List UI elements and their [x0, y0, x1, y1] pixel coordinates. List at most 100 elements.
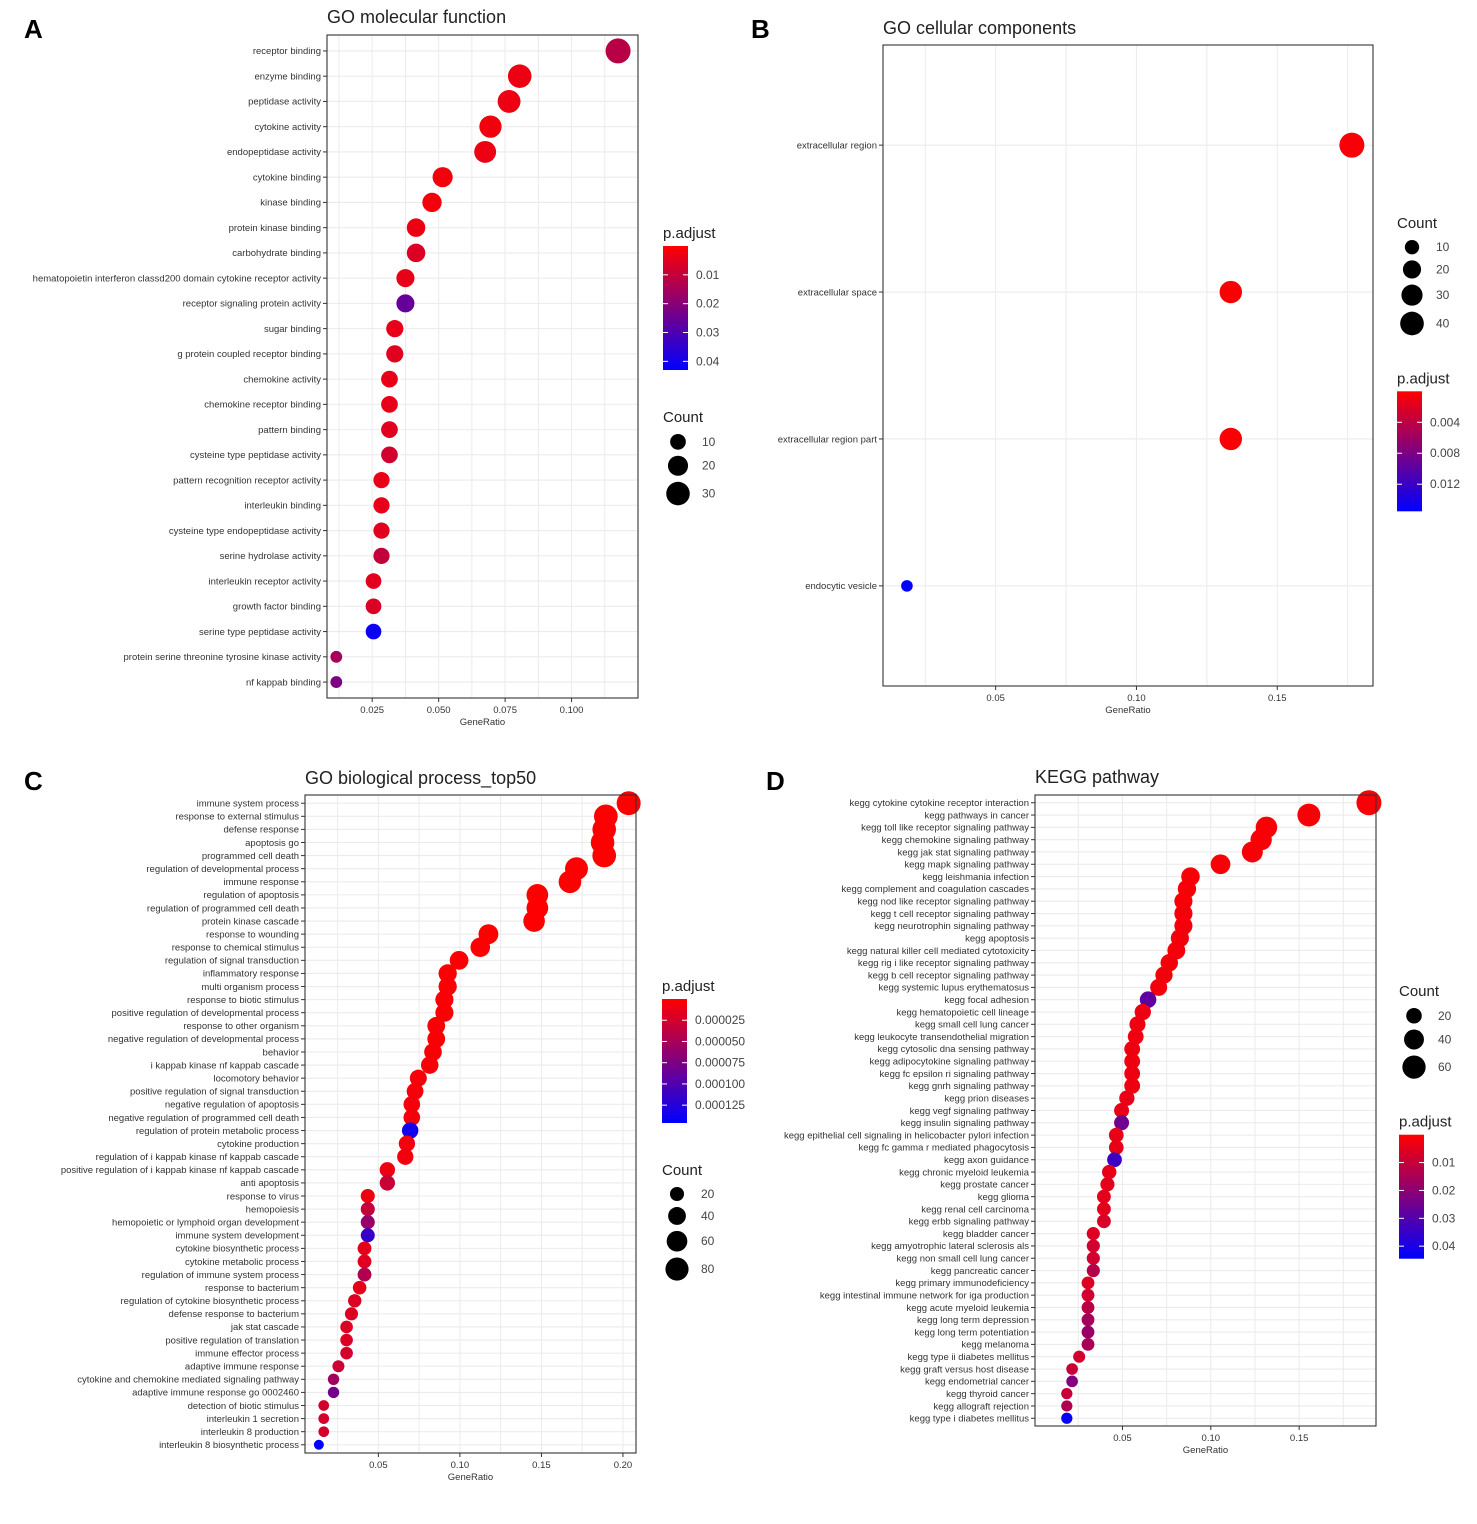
data-point [1081, 1276, 1095, 1290]
data-point [357, 1254, 372, 1269]
x-tick-label: 0.075 [493, 705, 517, 716]
data-point [1061, 1400, 1073, 1412]
category-label: g protein coupled receptor binding [177, 349, 321, 360]
size-legend-dot [665, 1257, 689, 1281]
category-label: negative regulation of programmed cell d… [108, 1113, 299, 1124]
data-point [360, 1228, 375, 1243]
size-legend-label: 80 [701, 1262, 715, 1276]
data-point [386, 320, 404, 338]
category-label: kegg small cell lung cancer [915, 1020, 1029, 1031]
data-point [373, 522, 390, 539]
color-tick-label: 0.004 [1430, 415, 1460, 429]
color-tick-label: 0.008 [1430, 446, 1460, 460]
color-tick-label: 0.000025 [695, 1013, 745, 1027]
data-point [360, 1188, 375, 1204]
data-point [1210, 854, 1231, 875]
category-label: response to bacterium [205, 1283, 299, 1294]
size-legend-dot [666, 481, 690, 506]
size-legend-label: 20 [1436, 262, 1450, 276]
data-point [406, 243, 426, 263]
plot-area [305, 795, 636, 1453]
panel-letter-a: A [24, 14, 43, 44]
category-label: kegg axon guidance [944, 1155, 1029, 1166]
size-legend-title: Count [663, 409, 704, 426]
size-legend-title: Count [662, 1162, 703, 1179]
category-label: kegg amyotrophic lateral sclerosis als [871, 1241, 1029, 1252]
data-point [1086, 1227, 1100, 1241]
color-tick-label: 0.012 [1430, 477, 1460, 491]
data-point [1061, 1388, 1073, 1400]
x-tick-label: 0.15 [532, 1460, 551, 1471]
data-point [1150, 978, 1168, 996]
data-point [352, 1280, 367, 1295]
color-tick-label: 0.01 [1432, 1156, 1456, 1170]
category-label: positive regulation of signal transducti… [130, 1087, 299, 1098]
data-point [1129, 1016, 1146, 1033]
data-point [558, 870, 582, 894]
data-point [1101, 1164, 1117, 1180]
x-axis-label: GeneRatio [460, 717, 505, 728]
data-point [605, 38, 631, 64]
category-label: jak stat cascade [230, 1322, 299, 1333]
category-label: kegg melanoma [961, 1340, 1029, 1351]
category-label: regulation of signal transduction [165, 956, 299, 967]
x-tick-label: 0.10 [1127, 693, 1146, 704]
category-label: kegg gnrh signaling pathway [909, 1081, 1030, 1092]
category-label: cysteine type peptidase activity [190, 450, 321, 461]
category-label: response to external stimulus [175, 812, 299, 823]
category-label: kegg prostate cancer [940, 1180, 1029, 1191]
category-label: defense response to bacterium [169, 1309, 300, 1320]
size-legend-label: 20 [702, 459, 716, 473]
color-legend-title: p.adjust [663, 225, 716, 242]
category-label: kegg glioma [978, 1192, 1030, 1203]
category-label: kegg renal cell carcinoma [921, 1204, 1029, 1215]
category-label: receptor binding [253, 46, 321, 57]
data-point [420, 1056, 439, 1074]
category-label: kegg long term depression [917, 1315, 1029, 1326]
category-label: kegg allograft rejection [933, 1401, 1029, 1412]
data-point [1356, 790, 1382, 816]
data-point [1096, 1214, 1111, 1229]
x-tick-label: 0.10 [451, 1460, 470, 1471]
data-point [409, 1069, 427, 1087]
panel-letter-b: B [751, 14, 770, 44]
go-molecular-function-chart: GO molecular function 0.025 0.050 0.075 0.10… [33, 7, 720, 728]
data-point [381, 370, 398, 388]
category-label: regulation of apoptosis [203, 890, 299, 901]
category-label: enzyme binding [254, 71, 321, 82]
panel-letter-d: D [766, 766, 785, 796]
category-label: kegg intestinal immune network for iga p… [820, 1290, 1029, 1301]
data-point [438, 964, 457, 983]
data-point [1124, 1053, 1141, 1070]
color-bar [662, 999, 687, 1123]
data-point [1119, 1090, 1135, 1106]
category-label: kegg acute myeloid leukemia [906, 1303, 1029, 1314]
data-point [313, 1439, 324, 1450]
data-point [1086, 1263, 1100, 1278]
data-point [435, 1003, 454, 1022]
color-tick-label: 0.000050 [695, 1034, 745, 1048]
category-label: cysteine type endopeptidase activity [169, 526, 321, 537]
category-label: kegg insulin signaling pathway [901, 1118, 1030, 1129]
category-label: detection of biotic stimulus [188, 1401, 300, 1412]
category-label: kegg bladder cancer [943, 1229, 1029, 1240]
category-label: kegg leukocyte transendothelial migratio… [854, 1032, 1029, 1043]
x-tick-label: 0.20 [614, 1460, 633, 1471]
color-bar [1399, 1134, 1424, 1259]
category-label: regulation of protein metabolic process [136, 1126, 299, 1137]
size-legend-dot [667, 455, 689, 476]
category-label: immune system process [197, 799, 300, 810]
category-label: positive regulation of developmental pro… [112, 1008, 300, 1019]
color-legend-title: p.adjust [1397, 370, 1450, 387]
data-point [397, 1148, 414, 1165]
data-point [340, 1320, 353, 1334]
category-label: kegg mapk signaling pathway [904, 860, 1029, 871]
x-axis-label: GeneRatio [448, 1472, 493, 1483]
data-point [365, 573, 382, 589]
data-point [616, 791, 641, 816]
color-tick-label: 0.03 [1432, 1211, 1456, 1225]
data-point [360, 1202, 375, 1217]
size-legend-label: 40 [701, 1209, 715, 1223]
color-bar [1397, 391, 1422, 512]
data-point [403, 1096, 421, 1113]
